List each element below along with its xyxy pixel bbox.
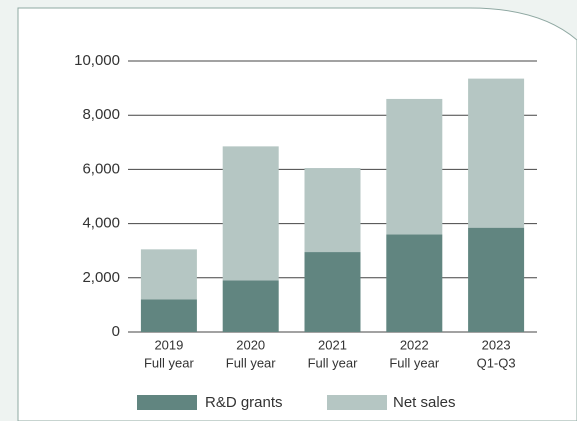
y-tick-label: 4,000 — [82, 215, 120, 232]
x-tick-label: Full year — [389, 355, 440, 370]
legend-swatch — [137, 395, 197, 410]
bar-segment — [386, 98, 443, 235]
x-tick-label: 2020 — [236, 337, 265, 352]
x-tick-label: 2022 — [400, 337, 429, 352]
y-tick-label: 2,000 — [82, 269, 120, 286]
bar-segment — [304, 168, 361, 253]
x-tick-label: Full year — [308, 355, 359, 370]
bar-segment — [468, 227, 525, 332]
y-tick-label: 10,000 — [74, 52, 120, 69]
y-tick-label: 8,000 — [82, 106, 120, 123]
x-tick-label: 2019 — [154, 337, 183, 352]
y-tick-label: 0 — [112, 323, 120, 340]
x-tick-label: Full year — [226, 355, 277, 370]
legend-label: Net sales — [393, 394, 456, 411]
x-tick-label: 2023 — [482, 337, 511, 352]
bar-segment — [140, 249, 197, 300]
bar-segment — [468, 78, 525, 228]
x-tick-label: Q1-Q3 — [477, 355, 516, 370]
x-tick-label: Full year — [144, 355, 195, 370]
legend-swatch — [327, 395, 387, 410]
bar-segment — [222, 280, 279, 332]
legend-label: R&D grants — [205, 394, 283, 411]
bar-segment — [304, 252, 361, 332]
bar-segment — [222, 146, 279, 281]
bar-segment — [386, 234, 443, 332]
bar-segment — [140, 299, 197, 332]
x-tick-label: 2021 — [318, 337, 347, 352]
y-tick-label: 6,000 — [82, 160, 120, 177]
